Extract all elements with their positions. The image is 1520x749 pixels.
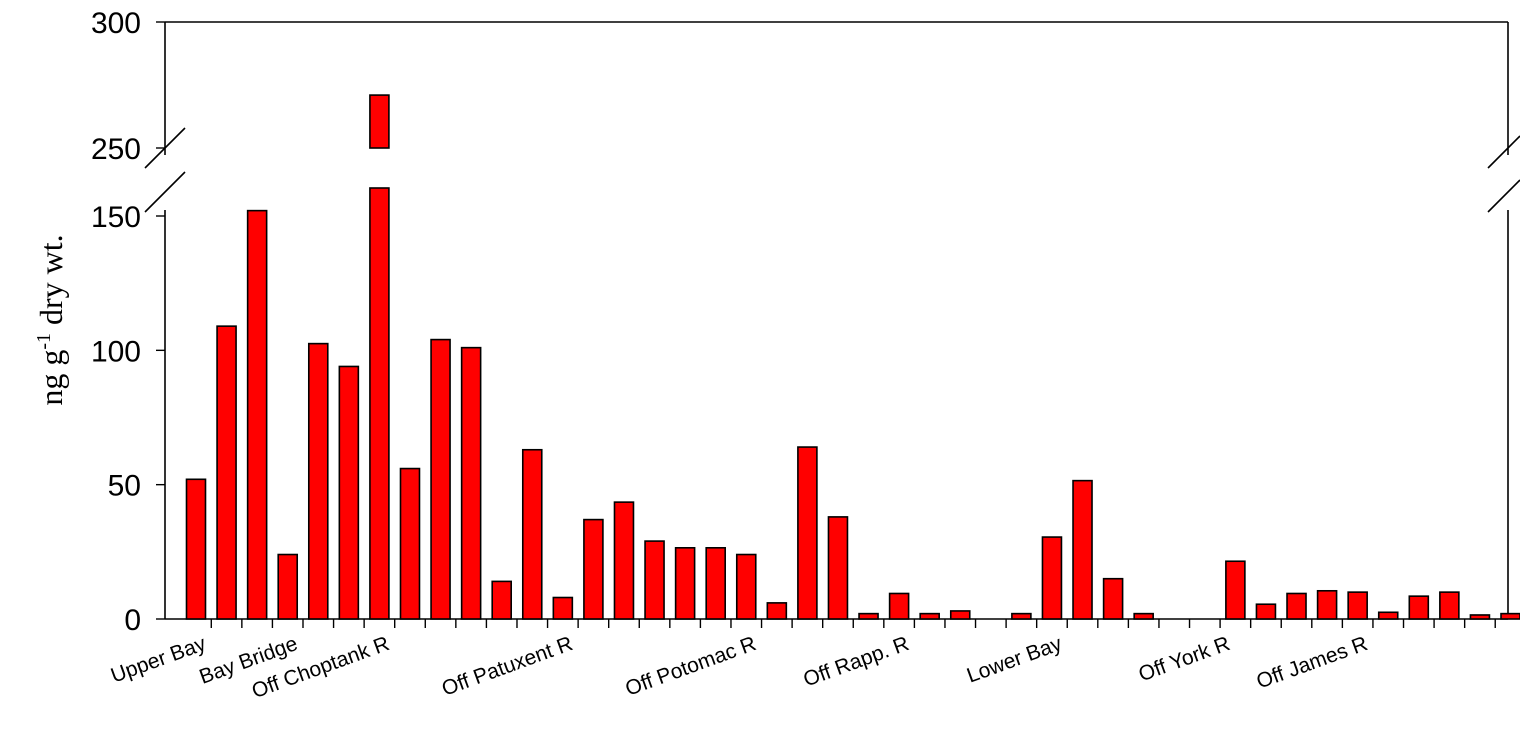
right-break-mark-upper bbox=[1487, 135, 1520, 169]
bar bbox=[521, 448, 543, 620]
bar bbox=[1316, 589, 1338, 620]
bar bbox=[369, 187, 390, 620]
bar bbox=[766, 602, 788, 620]
bar bbox=[1439, 591, 1460, 620]
bar bbox=[735, 553, 757, 620]
y-axis-title-suffix: dry wt. bbox=[33, 234, 69, 333]
bar bbox=[491, 580, 513, 620]
bar bbox=[1011, 612, 1032, 620]
bar bbox=[460, 346, 482, 620]
bar bbox=[1347, 591, 1368, 620]
bar bbox=[1286, 592, 1307, 620]
y-tick-label: 250 bbox=[91, 133, 141, 166]
bar bbox=[797, 446, 818, 620]
x-category-label: Off York R bbox=[1136, 632, 1233, 686]
y-tick-label: 150 bbox=[91, 201, 141, 234]
bar bbox=[949, 610, 971, 620]
left-break-mark-lower bbox=[144, 171, 186, 213]
bar bbox=[888, 592, 910, 620]
bars-group bbox=[185, 94, 1520, 620]
bar bbox=[674, 547, 696, 620]
x-category-label: Off James R bbox=[1253, 632, 1370, 693]
bar bbox=[1255, 603, 1277, 620]
y-axis-ticks: 0 50 100 150 250 300 bbox=[91, 7, 165, 637]
bar bbox=[552, 596, 574, 620]
bar bbox=[919, 612, 940, 620]
bar bbox=[705, 547, 726, 620]
bar bbox=[399, 467, 421, 620]
x-category-label: Off Potomac R bbox=[622, 632, 759, 701]
x-category-label: Lower Bay bbox=[964, 632, 1066, 688]
bar bbox=[583, 518, 604, 620]
bar bbox=[1408, 595, 1430, 620]
bar bbox=[1102, 577, 1124, 620]
bar bbox=[1041, 536, 1063, 620]
x-category-label: Off Rapp. R bbox=[800, 632, 912, 691]
bar bbox=[216, 325, 237, 620]
bar bbox=[613, 501, 635, 620]
right-break-mark-lower bbox=[1487, 179, 1520, 213]
bar bbox=[858, 612, 879, 620]
bar bbox=[1225, 560, 1246, 620]
bar bbox=[827, 516, 849, 620]
x-axis-ticks bbox=[210, 619, 1496, 628]
x-category-label: Upper Bay bbox=[108, 632, 210, 688]
bar bbox=[338, 365, 360, 620]
y-axis-title-main: ng g bbox=[33, 350, 69, 406]
bar bbox=[277, 553, 299, 620]
bar bbox=[430, 338, 451, 620]
y-tick-label: 300 bbox=[91, 7, 141, 40]
bar bbox=[1072, 479, 1093, 620]
bar bbox=[1377, 611, 1399, 620]
bar-upper-segment bbox=[369, 94, 390, 149]
axis-break-marks bbox=[144, 127, 1520, 213]
y-axis-title-superscript: -1 bbox=[33, 333, 55, 350]
y-tick-label: 100 bbox=[91, 335, 141, 368]
y-tick-label: 0 bbox=[124, 604, 141, 637]
bar bbox=[307, 342, 329, 620]
bar bbox=[246, 209, 268, 620]
bar bbox=[185, 478, 207, 620]
x-category-label: Off Patuxent R bbox=[439, 632, 576, 701]
bar bbox=[1469, 614, 1491, 620]
bar bbox=[644, 540, 665, 620]
bar bbox=[1133, 612, 1154, 620]
y-tick-label: 50 bbox=[108, 470, 141, 503]
bar bbox=[1500, 612, 1520, 620]
y-axis-title: ng g-1 dry wt. bbox=[33, 234, 69, 405]
